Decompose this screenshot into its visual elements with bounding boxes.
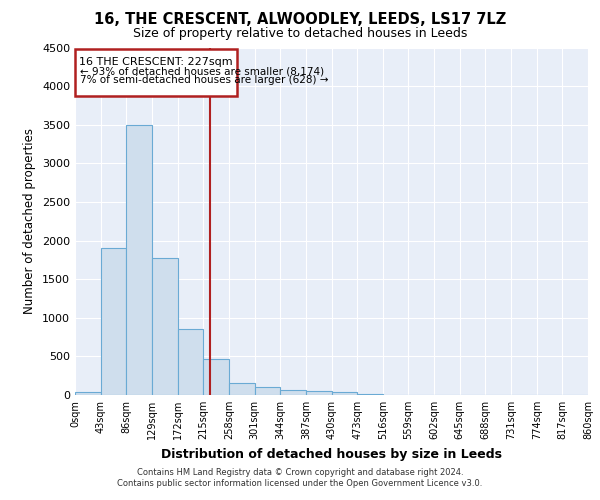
Bar [254,388,280,395]
Text: 16 THE CRESCENT: 227sqm: 16 THE CRESCENT: 227sqm [79,57,233,67]
Text: 7% of semi-detached houses are larger (628) →: 7% of semi-detached houses are larger (6… [80,76,328,86]
FancyBboxPatch shape [75,49,237,96]
Y-axis label: Number of detached properties: Number of detached properties [23,128,37,314]
Bar [229,382,254,395]
Text: Contains HM Land Registry data © Crown copyright and database right 2024.
Contai: Contains HM Land Registry data © Crown c… [118,468,482,487]
Bar [203,360,229,395]
Bar [331,392,357,395]
Bar [178,330,203,395]
Bar [357,394,383,395]
Bar [75,392,101,395]
Bar [280,390,306,395]
Bar [306,391,331,395]
Bar [152,258,178,395]
Bar [101,248,127,395]
Bar [127,124,152,395]
Text: 16, THE CRESCENT, ALWOODLEY, LEEDS, LS17 7LZ: 16, THE CRESCENT, ALWOODLEY, LEEDS, LS17… [94,12,506,28]
Text: ← 93% of detached houses are smaller (8,174): ← 93% of detached houses are smaller (8,… [80,66,324,76]
Text: Size of property relative to detached houses in Leeds: Size of property relative to detached ho… [133,28,467,40]
X-axis label: Distribution of detached houses by size in Leeds: Distribution of detached houses by size … [161,448,502,460]
